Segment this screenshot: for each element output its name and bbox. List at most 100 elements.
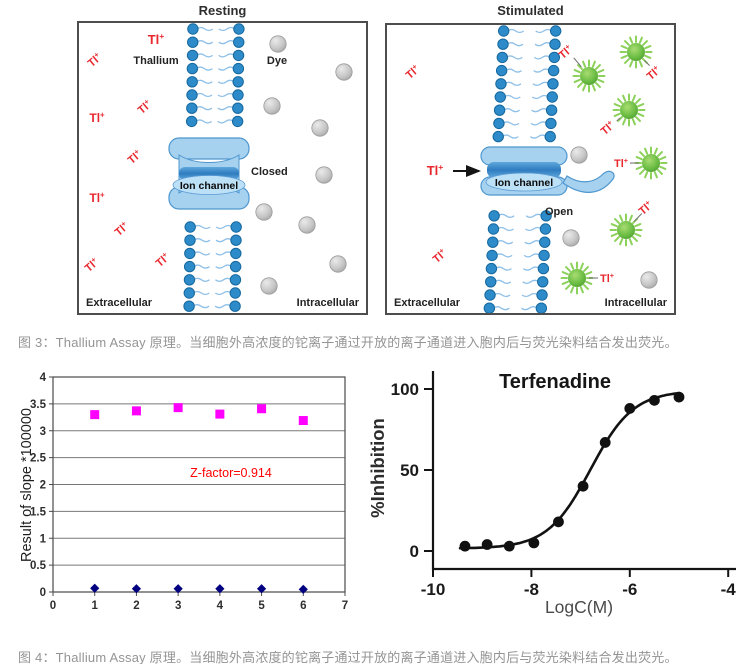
thallium-ion-label: Tl+ [635, 198, 655, 218]
x-tick-label: 3 [175, 600, 181, 612]
thallium-label: Thallium [133, 55, 178, 67]
series-point [298, 416, 308, 426]
dye-molecule-icon [562, 229, 580, 247]
ion-dye-bond [616, 117, 621, 122]
x-tick-label: 6 [300, 600, 306, 612]
thallium-ion-label: Tl+ [429, 246, 449, 266]
membrane-layer [183, 23, 245, 312]
y-tick-label: 50 [400, 461, 419, 480]
svg-text:Tl+: Tl+ [427, 162, 444, 178]
thallium-ion-label: Tl+ [152, 250, 172, 270]
dye-molecule-icon [269, 35, 287, 53]
y-tick-label: 3.5 [30, 399, 47, 411]
svg-text:Tl+: Tl+ [597, 118, 617, 138]
fit-curve [458, 391, 681, 550]
x-tick-label: 7 [342, 600, 348, 612]
y-tick-label: 2 [40, 480, 46, 492]
ion-channel: Ion channel [480, 146, 615, 196]
ion-dye-bond [573, 57, 582, 68]
svg-text:Tl+: Tl+ [89, 110, 105, 125]
svg-text:Tl+: Tl+ [600, 271, 614, 285]
svg-text:Tl+: Tl+ [124, 147, 144, 167]
stimulated-title: Stimulated [497, 3, 564, 18]
dye-molecule-icon [640, 271, 658, 289]
y-tick-label: 1.5 [30, 506, 47, 518]
y-tick-label: 0.5 [30, 560, 47, 572]
ion-dye-bond [644, 60, 651, 67]
series-point [257, 404, 267, 414]
closed-label: Closed [251, 166, 288, 178]
y-tick-label: 1 [40, 533, 47, 545]
thallium-ion-label: Tl+ [600, 271, 614, 285]
x-axis-title: LogC(M) [545, 597, 613, 617]
zfactor-chart: 0 0.5 1 1.5 2 2.5 3 3.5 4 0 1 2 3 4 5 6 7 Result of slop… [19, 372, 348, 612]
y-tick-label: 3 [40, 426, 46, 438]
extracellular-label: Extracellular [86, 297, 153, 309]
x-tick-label: 4 [217, 600, 224, 612]
series-point [131, 406, 141, 416]
ion-dye-bond [633, 213, 643, 222]
intracellular-label: Intracellular [297, 297, 360, 309]
dye-molecule-icon [315, 166, 333, 184]
svg-text:Tl+: Tl+ [635, 198, 655, 218]
resting-panel: Ion channel Tl+ Tl+ Tl+ Tl+ Tl+ Tl+ Tl+ Tl+ Tl+ … [77, 21, 368, 315]
y-axis-title: %Inhibition [367, 418, 388, 518]
fluorescent-dye-icon [612, 93, 646, 127]
zfactor-annotation: Z-factor=0.914 [190, 466, 272, 480]
series-point [298, 584, 308, 594]
x-tick-label: -8 [524, 580, 539, 599]
svg-text:Tl+: Tl+ [643, 63, 663, 83]
thallium-ion-label: Tl+ [148, 31, 165, 47]
labels-layer: Result of slope *100000 Z-factor=0.914 [19, 408, 272, 562]
svg-text:Tl+: Tl+ [84, 50, 104, 70]
data-point [459, 540, 471, 552]
resting-diagram: Ion channel Tl+ Tl+ Tl+ Tl+ Tl+ Tl+ Tl+ Tl+ Tl+ … [81, 23, 360, 312]
thallium-ion-label: Tl+ [89, 110, 105, 125]
chart-title: Terfenadine [499, 371, 611, 393]
labels-layer: Terfenadine %Inhibition LogC(M) [367, 371, 613, 617]
svg-text:Tl+: Tl+ [148, 31, 165, 47]
labels-layer: Open Extracellular Intracellular [394, 165, 668, 309]
svg-text:Tl+: Tl+ [89, 190, 105, 205]
channel-label-bg [485, 172, 563, 192]
stimulated-panel: Ion channel Tl+ Tl+ Tl+ Tl+ Tl+ Tl+ Tl+ Tl+ Tl+ … [385, 23, 676, 315]
data-point [528, 537, 540, 549]
extracellular-label: Extracellular [394, 297, 461, 309]
thallium-ion-label: Tl+ [643, 63, 663, 83]
fluorescent-dye-icon [560, 261, 594, 295]
data-point [503, 540, 515, 552]
svg-text:Tl+: Tl+ [402, 62, 422, 82]
thallium-ion-label: Tl+ [124, 147, 144, 167]
svg-text:Tl+: Tl+ [614, 156, 628, 170]
x-tick-label: 2 [133, 600, 139, 612]
svg-text:Tl+: Tl+ [152, 250, 172, 270]
thallium-ion-label: Tl+ [81, 255, 101, 275]
ion-channel: Ion channel [168, 137, 250, 210]
fluorescent-dye-icon [609, 213, 643, 247]
y-axis-title: Result of slope *100000 [19, 408, 35, 562]
thallium-ion-label: Tl+ [111, 219, 131, 239]
thallium-ion-label: Tl+ [89, 190, 105, 205]
fluorescent-dye-icon [572, 59, 606, 93]
dye-molecule-icon [255, 203, 273, 221]
x-tick-label: -4 [721, 580, 737, 599]
data-point [577, 480, 589, 492]
ion-channel-label: Ion channel [495, 177, 553, 189]
dose-response-chart: 0 50 100 -10 -8 -6 -4 Terfenadine %Inhibition … [367, 371, 737, 617]
resting-title: Resting [198, 3, 247, 18]
intracellular-label: Intracellular [605, 297, 668, 309]
lipid-bilayer [483, 25, 562, 314]
y-tick-label: 100 [391, 380, 419, 399]
y-tick-label: 2.5 [30, 453, 47, 465]
thallium-ion-label: Tl+ [84, 50, 104, 70]
ion-channel-label: Ion channel [180, 180, 238, 192]
data-point [481, 539, 493, 550]
series-point [173, 403, 183, 413]
open-label: Open [545, 206, 573, 218]
dye-molecule-icon [570, 146, 588, 164]
thallium-ion-label: Tl+ [402, 62, 422, 82]
data-point [624, 403, 636, 414]
channel-top-flange [168, 137, 250, 160]
x-tick-label: -6 [622, 580, 637, 599]
thallium-ion-label: Tl+ [614, 156, 628, 170]
